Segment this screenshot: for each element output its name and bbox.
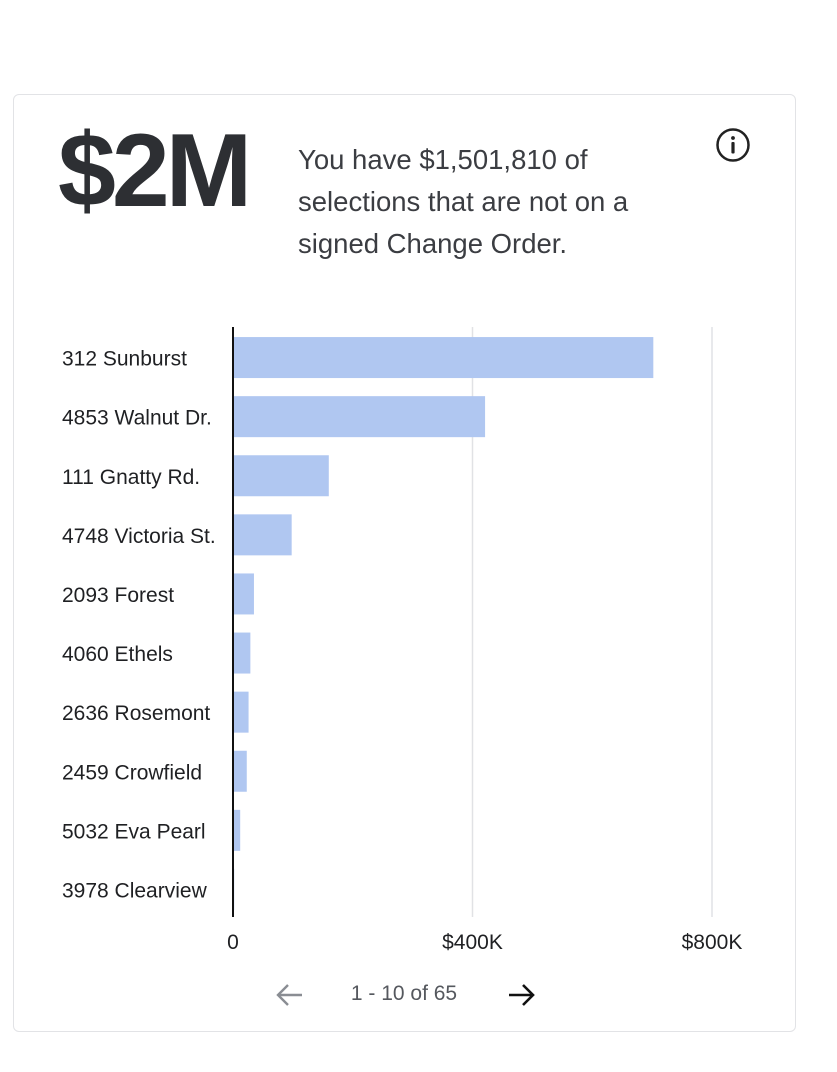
bar [233, 396, 486, 438]
bar [233, 337, 654, 379]
bar [233, 750, 247, 792]
category-label: 4060 Ethels [62, 643, 173, 666]
kpi-value: $2M [58, 113, 252, 229]
bar [233, 691, 249, 733]
x-tick-label: 0 [227, 931, 239, 954]
category-label: 111 Gnatty Rd. [62, 466, 200, 489]
pagination-label: 1 - 10 of 65 [350, 982, 458, 1005]
bar [233, 455, 329, 497]
category-label: 2636 Rosemont [62, 702, 210, 725]
arrow-left-icon[interactable] [270, 975, 310, 1015]
category-label: 2093 Forest [62, 584, 174, 607]
bar [233, 514, 292, 556]
category-label: 5032 Eva Pearl [62, 820, 206, 843]
category-label: 4853 Walnut Dr. [62, 407, 212, 430]
arrow-right-icon[interactable] [501, 975, 541, 1015]
category-label: 4748 Victoria St. [62, 525, 216, 548]
bar [233, 632, 251, 674]
pagination: 1 - 10 of 65 [14, 973, 797, 1017]
x-tick-label: $800K [682, 931, 743, 954]
bar-chart: 312 Sunburst 4853 Walnut Dr. 111 Gnatty Rd… [62, 327, 743, 954]
category-label: 312 Sunburst [62, 348, 187, 371]
category-label: 3978 Clearview [62, 879, 208, 902]
kpi-summary: You have $1,501,810 of selections that a… [298, 144, 629, 259]
info-icon[interactable] [715, 127, 751, 163]
category-label: 2459 Crowfield [62, 761, 202, 784]
chart-card: $2M You have $1,501,810 of selections th… [13, 94, 796, 1032]
bar [233, 573, 254, 615]
bar [233, 809, 241, 851]
x-tick-label: $400K [442, 931, 503, 954]
